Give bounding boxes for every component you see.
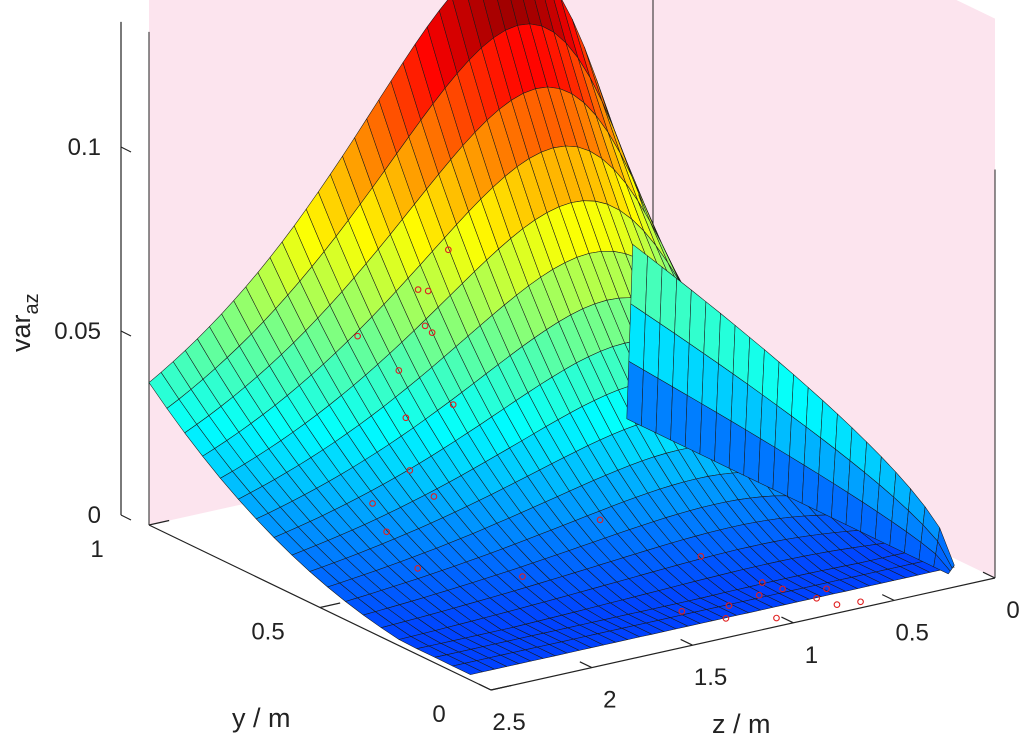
z-axis-tick-label: 2.5 [492, 709, 525, 736]
z-axis-tick [781, 616, 794, 624]
measured-point [596, 516, 604, 524]
var-az-axis-tick [120, 146, 132, 153]
y-axis-tick-label: 1 [90, 536, 103, 563]
z-axis-tick-label: 0 [1006, 597, 1019, 624]
surface-patch [655, 377, 673, 441]
measured-point [519, 573, 526, 580]
surface-patch [674, 278, 692, 344]
surface-patch [684, 394, 703, 455]
z-axis-tick-label: 2 [603, 687, 616, 714]
measured-point [758, 579, 766, 586]
z-axis-tick [579, 661, 593, 669]
measured-points [354, 246, 864, 622]
z-axis-tick [881, 594, 895, 601]
measured-point [779, 585, 786, 593]
measured-point [444, 246, 452, 254]
z-axis-tick-label: 1 [805, 642, 818, 669]
var-az-axis-tick [120, 514, 132, 521]
surface-patch [645, 255, 663, 324]
surface-patch [657, 323, 675, 387]
surface-patch [743, 429, 761, 483]
measured-point [725, 602, 733, 610]
var-az-axis-label-sub: az [21, 293, 43, 314]
surface-patch [659, 266, 677, 334]
z-axis-label: z / m [712, 709, 771, 739]
measured-point [449, 401, 457, 408]
var-az-axis-label-main: var [6, 314, 36, 352]
measured-point [430, 493, 438, 500]
measured-point [755, 591, 763, 599]
surface-patch [701, 353, 719, 413]
surface-patch [643, 313, 661, 379]
measured-point [722, 615, 730, 622]
z-axis-tick [982, 571, 996, 579]
y-axis-tick [148, 519, 170, 526]
measured-point [395, 367, 403, 374]
measured-point [369, 500, 376, 507]
var-az-axis-tick-label: 0 [88, 502, 101, 529]
surface-patch [699, 403, 717, 462]
measured-point [414, 286, 422, 293]
measured-point [428, 329, 436, 336]
surface-patch [628, 303, 646, 370]
measured-point [402, 414, 410, 422]
surface-patch [688, 289, 707, 354]
z-axis-tick-label: 0.5 [896, 619, 929, 646]
measured-point [678, 607, 686, 615]
measured-point [383, 528, 390, 536]
var-az-axis-label: varaz [6, 293, 43, 352]
surface-patch [686, 343, 705, 405]
surface-patch [626, 361, 644, 427]
z-axis-tick [680, 638, 693, 646]
y-axis-tick-label: 0.5 [251, 619, 284, 646]
measured-point [354, 332, 361, 340]
var-az-axis-tick-label: 0.05 [54, 318, 101, 345]
measured-point [773, 614, 780, 622]
axis-labels: z / m y / m varaz [6, 293, 771, 739]
measured-point [813, 594, 820, 602]
surface-patch [641, 369, 659, 434]
surface-patch [670, 386, 688, 448]
z-axis-tick-label: 1.5 [694, 664, 727, 691]
surface-patch [630, 244, 648, 314]
measured-point [857, 598, 864, 606]
axes: 0 0.5 1 1.5 2 2.5 0 0.5 1 0 0.05 0.1 [54, 21, 1020, 736]
measured-point [406, 467, 414, 474]
var-az-axis-tick [120, 330, 132, 337]
measured-point [823, 585, 830, 593]
y-axis-tick-label: 0 [432, 701, 445, 728]
y-axis-label: y / m [232, 703, 291, 733]
measured-point [424, 287, 432, 295]
surface-patch [728, 420, 746, 476]
surface-patch [714, 412, 732, 469]
measured-point [421, 322, 429, 330]
surface-patch [937, 527, 955, 569]
measured-point [833, 601, 841, 608]
surface-patch [672, 333, 690, 396]
measured-point [697, 552, 705, 560]
surface-mesh [148, 0, 955, 675]
y-axis-tick [319, 602, 341, 609]
var-az-axis-tick-label: 0.1 [68, 134, 101, 161]
measured-point [414, 565, 422, 572]
z-axis-line [490, 577, 996, 691]
y-axis-tick [490, 684, 512, 691]
